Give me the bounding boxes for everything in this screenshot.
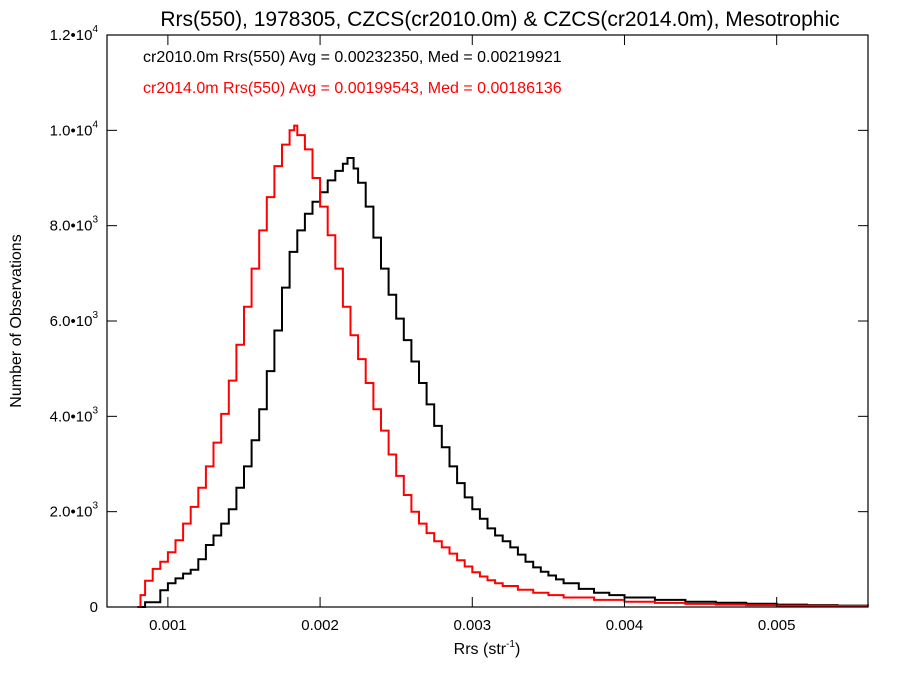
y-tick-label: 6.0•103 <box>50 310 99 330</box>
y-tick-label: 0 <box>90 599 98 616</box>
x-axis-label-sup: -1 <box>506 639 515 650</box>
x-tick-label: 0.001 <box>149 617 187 634</box>
x-axis-label-base: Rrs (str <box>454 641 507 658</box>
y-axis-ticks: 0 2.0•103 4.0•103 6.0•103 8.0•103 1.0•104 1.2•… <box>50 24 868 616</box>
y-tick-label: 1.0•104 <box>50 119 99 139</box>
plot-area: 0.001 0.002 0.003 0.004 0.005 0 2.0•103 4.0•10… <box>50 24 869 634</box>
chart-title: Rrs(550), 1978305, CZCS(cr2010.0m) & CZC… <box>160 8 839 31</box>
x-axis-label: Rrs (str-1) <box>454 639 521 658</box>
y-axis-label: Number of Observations <box>8 234 25 407</box>
legend-entry-cr2014: cr2014.0m Rrs(550) Avg = 0.00199543, Med… <box>143 80 562 97</box>
x-axis-ticks: 0.001 0.002 0.003 0.004 0.005 <box>149 35 795 634</box>
y-tick-label: 8.0•103 <box>50 215 99 235</box>
x-tick-label: 0.003 <box>454 617 492 634</box>
x-tick-label: 0.004 <box>606 617 644 634</box>
y-tick-label: 4.0•103 <box>50 405 99 425</box>
y-tick-label: 2.0•103 <box>50 501 99 521</box>
legend: cr2010.0m Rrs(550) Avg = 0.00232350, Med… <box>143 49 562 97</box>
x-axis-label-end: ) <box>515 641 520 658</box>
x-tick-label: 0.005 <box>758 617 796 634</box>
x-tick-label: 0.002 <box>301 617 339 634</box>
series-line-cr2010.0m <box>137 157 869 608</box>
series-line-cr2014.0m <box>137 124 869 608</box>
y-tick-label: 1.2•104 <box>50 24 99 44</box>
legend-entry-cr2010: cr2010.0m Rrs(550) Avg = 0.00232350, Med… <box>143 49 562 66</box>
series-layer <box>137 124 869 608</box>
